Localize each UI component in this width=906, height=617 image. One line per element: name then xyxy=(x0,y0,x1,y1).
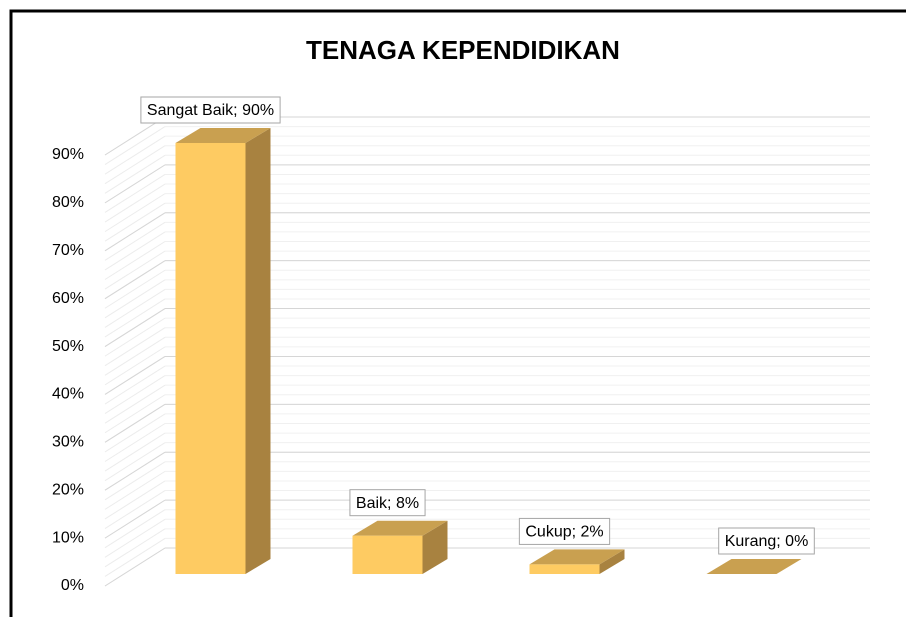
wall-hatch xyxy=(104,183,166,223)
wall-hatch xyxy=(104,145,166,185)
wall-hatch xyxy=(104,221,166,261)
data-label: Sangat Baik; 90% xyxy=(147,102,274,119)
wall-hatch xyxy=(104,298,166,338)
wall-hatch xyxy=(104,537,166,577)
wall-hatch xyxy=(104,269,166,309)
wall-hatch xyxy=(104,490,166,529)
wall-hatch xyxy=(104,423,166,462)
wall-hatch xyxy=(104,231,166,271)
bar-top xyxy=(352,520,448,536)
wall-hatch xyxy=(104,470,166,510)
bar-top xyxy=(706,559,802,574)
y-tick-label: 30% xyxy=(52,434,84,451)
y-tick-label: 60% xyxy=(52,290,84,307)
y-tick-label: 90% xyxy=(52,146,84,163)
chart-title: TENAGA KEPENDIDIKAN xyxy=(306,35,620,65)
data-label-box xyxy=(140,96,281,124)
wall-hatch xyxy=(104,509,166,549)
wall-hatch xyxy=(104,135,166,175)
bar-side xyxy=(599,549,625,574)
wall-hatch xyxy=(104,384,166,424)
y-tick-label: 50% xyxy=(52,338,84,355)
wall-hatch xyxy=(104,461,166,501)
grid-line xyxy=(104,499,166,539)
data-label: Kurang; 0% xyxy=(725,533,809,550)
bar-side xyxy=(422,520,448,574)
wall-hatch xyxy=(104,241,166,280)
wall-hatch xyxy=(104,413,166,453)
wall-hatch xyxy=(104,154,166,194)
y-tick-label: 80% xyxy=(52,194,84,211)
bar-top xyxy=(175,128,271,143)
grid-line xyxy=(104,451,166,491)
wall-hatch xyxy=(104,394,166,434)
wall-hatch xyxy=(104,336,166,376)
wall-hatch xyxy=(104,442,166,482)
y-tick-label: 0% xyxy=(61,577,84,594)
wall-hatch xyxy=(104,202,166,242)
y-tick-label: 40% xyxy=(52,386,84,403)
wall-hatch xyxy=(104,250,166,290)
wall-hatch xyxy=(104,480,166,520)
frame xyxy=(9,9,906,617)
grid-line xyxy=(104,164,166,204)
wall-hatch xyxy=(104,193,166,233)
bar xyxy=(352,535,423,574)
grid-line xyxy=(104,547,166,587)
wall-hatch xyxy=(104,518,166,558)
wall-hatch xyxy=(104,432,166,472)
wall-hatch xyxy=(104,288,166,328)
bar-side xyxy=(245,128,271,574)
wall-hatch xyxy=(104,365,166,405)
wall-hatch xyxy=(104,327,166,367)
data-label: Baik; 8% xyxy=(356,495,419,512)
y-tick-label: 20% xyxy=(52,481,84,498)
wall-hatch xyxy=(104,346,166,386)
y-tick-label: 70% xyxy=(52,242,84,259)
data-label-box xyxy=(349,489,426,517)
wall-hatch xyxy=(104,528,166,568)
bar xyxy=(529,564,600,574)
grid-line xyxy=(104,403,166,443)
wall-hatch xyxy=(104,317,166,357)
wall-hatch xyxy=(104,279,166,319)
grid-line xyxy=(104,308,166,347)
grid-line xyxy=(104,356,166,395)
data-label-box xyxy=(718,527,815,555)
y-tick-label: 10% xyxy=(52,529,84,546)
grid-line xyxy=(104,260,166,300)
wall-hatch xyxy=(104,375,166,415)
bar xyxy=(175,143,246,574)
wall-hatch xyxy=(104,126,166,166)
bar-top xyxy=(529,549,625,565)
grid-line xyxy=(104,212,166,252)
wall-hatch xyxy=(104,174,166,213)
data-label: Cukup; 2% xyxy=(525,524,603,541)
data-label-box xyxy=(518,517,611,545)
